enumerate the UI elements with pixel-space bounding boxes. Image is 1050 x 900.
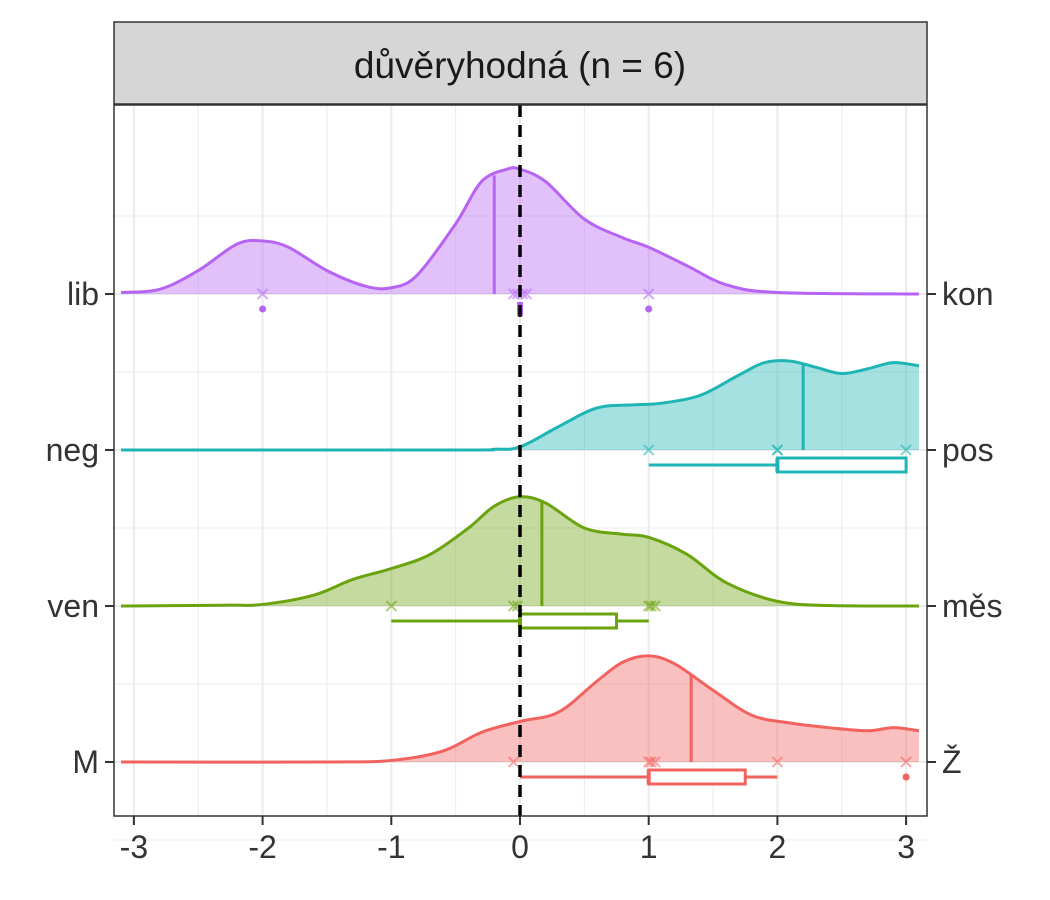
facet-title: důvěryhodná (n = 6) [354, 45, 686, 86]
outlier-point [902, 773, 910, 781]
y-label-right: měs [942, 588, 1002, 624]
x-tick-label: 3 [897, 829, 915, 865]
data-point [256, 288, 269, 300]
y-label-left: ven [47, 588, 99, 624]
data-point [771, 444, 784, 456]
data-point [642, 444, 655, 456]
facet-strip [113, 21, 928, 105]
data-point [642, 288, 655, 300]
ridge-series [121, 654, 920, 786]
ridge-series [121, 359, 920, 474]
x-tick-label: -1 [377, 829, 405, 865]
panel-border [113, 104, 928, 817]
data-point [385, 600, 398, 612]
density-line [120, 166, 919, 296]
y-label-left: neg [46, 432, 99, 468]
density-line [121, 654, 920, 764]
data-point [900, 444, 912, 456]
outlier-point [645, 305, 653, 313]
y-label-right: Ž [942, 744, 962, 780]
y-label-right: kon [942, 276, 994, 312]
density-line [121, 359, 920, 452]
y-label-left: lib [67, 276, 99, 312]
data-point [520, 288, 533, 300]
data-point [649, 756, 661, 768]
data-point [507, 756, 520, 768]
x-tick-label: 0 [511, 829, 529, 865]
data-point [507, 600, 520, 612]
x-tick-label: 2 [769, 829, 787, 865]
data-point [645, 600, 657, 612]
axes: -3 -2 -1 0 1 2 3 lib kon neg pos ven měs M Ž [46, 105, 1002, 865]
data-point [645, 756, 657, 768]
y-label-right: pos [942, 432, 994, 468]
box-iqr [775, 456, 908, 474]
x-tick-label: -3 [120, 829, 148, 865]
box-iqr [647, 768, 747, 786]
y-label-left: M [72, 744, 99, 780]
data-point [507, 288, 520, 300]
x-tick-label: -2 [248, 829, 276, 865]
outlier-point [259, 305, 267, 313]
density-fill [121, 360, 919, 451]
x-tick-label: 1 [640, 829, 658, 865]
box-iqr [518, 612, 619, 630]
data-point [649, 600, 661, 612]
density-fill [121, 655, 919, 763]
data-point [900, 756, 912, 768]
data-point [771, 756, 784, 768]
